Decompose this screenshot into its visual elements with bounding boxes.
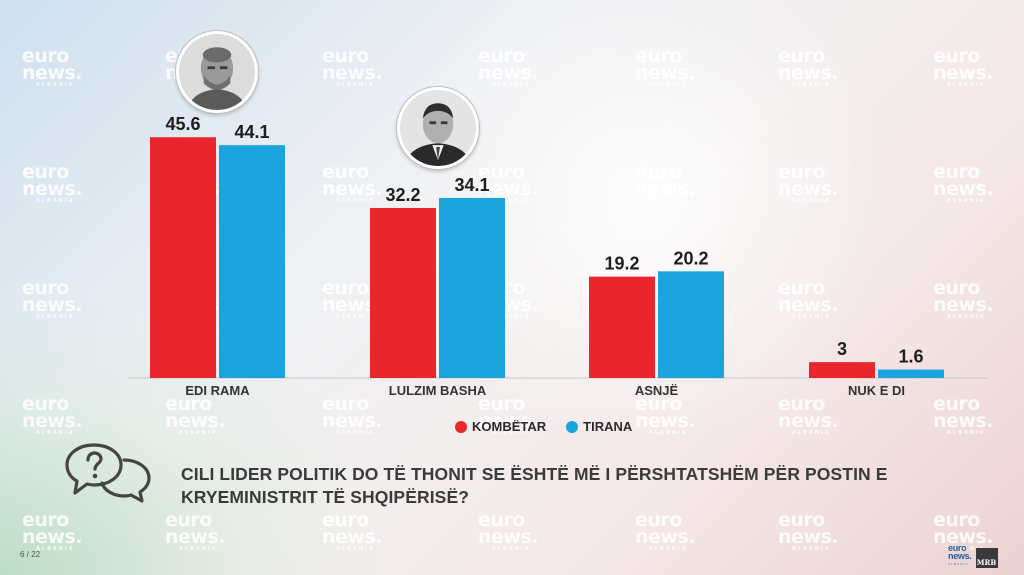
bars-group [150,137,944,378]
data-label: 3 [837,339,847,359]
legend-label-tirana: TIRANA [583,419,633,434]
brand-logo-line3: ALBANIA [948,562,969,566]
bar-kombtar-1 [150,137,216,378]
category-label: EDI RAMA [185,383,250,398]
data-label: 20.2 [673,248,708,268]
portrait-icon [400,90,476,166]
legend-item-kombetar: KOMBËTAR [455,419,546,434]
bar-kombtar-3 [589,276,655,378]
category-label: ASNJË [635,383,679,398]
bar-tirana-4 [878,369,944,378]
bar-tirana-3 [658,271,724,378]
category-label: NUK E DI [848,383,905,398]
avatar-edi-rama [176,31,258,113]
data-label: 45.6 [165,114,200,134]
avatar-lulzim-basha [397,87,479,169]
mrb-logo: MRB [975,548,998,568]
data-label: 1.6 [898,347,923,367]
chart-legend: KOMBËTAR TIRANA [455,419,632,434]
bar-chart: 45.6 44.1 32.2 34.1 19.2 20.2 3 1.6 EDI RAMA LUL… [128,114,988,398]
value-labels-group: 45.6 44.1 32.2 34.1 19.2 20.2 3 1.6 [165,114,923,366]
legend-dot-kombetar [455,420,467,433]
legend-item-tirana: TIRANA [566,419,632,434]
brand-logo-line2: news. [948,551,972,561]
data-label: 19.2 [604,254,639,274]
bar-tirana-2 [439,197,505,378]
legend-label-kombetar: KOMBËTAR [472,419,547,434]
data-label: 44.1 [234,122,269,142]
bar-kombtar-4 [809,362,875,378]
portrait-icon [179,34,255,110]
bar-tirana-1 [219,145,285,378]
data-label: 32.2 [385,185,420,205]
brand-footer: euro news. ALBANIA MRB [948,544,998,568]
question-text: CILI LIDER POLITIK DO TË THONIT SE ËSHTË… [181,464,888,507]
bar-kombtar-2 [370,207,436,378]
category-labels-group: EDI RAMA LULZIM BASHA ASNJË NUK E DI [185,383,905,398]
brand-logo-line1: euro [948,543,967,553]
question-chat-icon [65,443,151,503]
legend-dot-tirana [566,420,579,433]
page-number: 6 / 22 [20,550,41,559]
data-label: 34.1 [454,175,489,195]
euronews-logo: euro news. ALBANIA [948,544,972,568]
category-label: LULZIM BASHA [389,383,487,398]
